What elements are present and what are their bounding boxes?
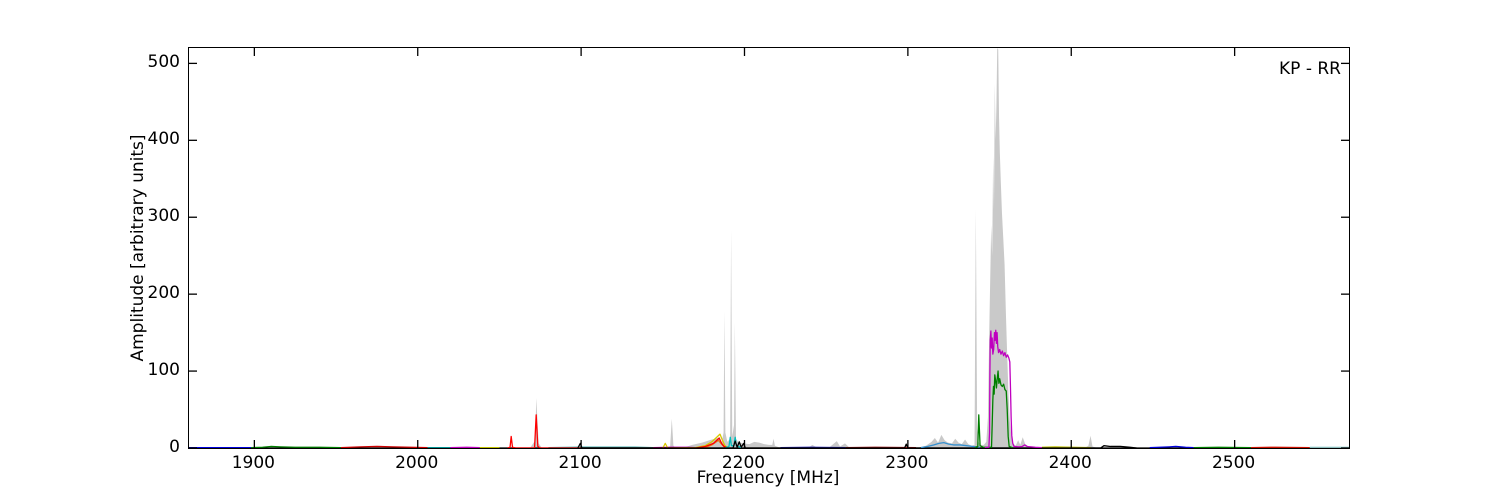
plot-annotation: KP - RR [1279,59,1341,79]
y-tick-label: 100 [147,360,180,381]
plot-area [188,47,1350,449]
series-trace-lightblue-bump [920,441,980,448]
x-tick-label: 2400 [1048,453,1092,473]
y-tick-label: 0 [169,437,180,457]
series-seg-blue-2460s [1149,445,1194,448]
x-tick-label: 2100 [558,453,602,473]
x-tick-label: 1900 [231,453,275,473]
x-tick-label: 2300 [885,453,929,473]
series-trace-green-peaks [974,370,1013,448]
series-seg-red-1970s [340,445,428,448]
x-tick-label: 2500 [1211,453,1256,473]
x-axis-label: Frequency [MHz] [696,468,840,488]
series-trace-black-spikes [577,440,1137,448]
spectrum-plot-canvas [189,48,1349,448]
series-seg-green-1920s [251,445,341,448]
y-tick-label: 300 [147,206,180,227]
x-tick-label: 2000 [395,453,439,473]
y-tick-label: 500 [147,52,180,73]
y-tick-label: 400 [147,129,180,150]
y-axis-label: Amplitude [arbitrary units] [128,134,148,362]
x-tick-label: 2200 [721,453,766,473]
series-trace-red-spikes [507,414,729,448]
series-band-noise-envelope [189,48,1349,448]
series-trace-yellow-bumps [662,433,729,448]
y-tick-label: 200 [147,283,180,304]
series-trace-magenta-peak [984,329,1042,448]
